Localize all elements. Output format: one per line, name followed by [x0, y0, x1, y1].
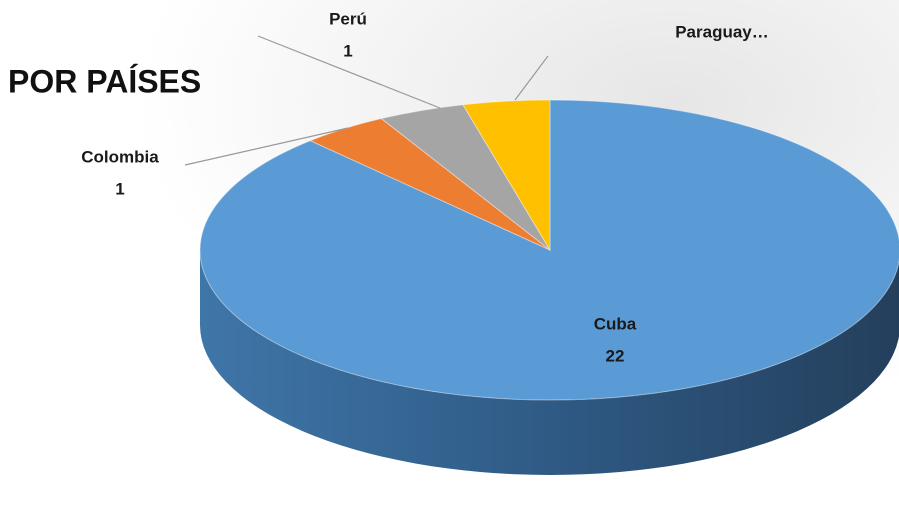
data-label-value: 1: [115, 179, 124, 198]
leader-line: [184, 127, 349, 166]
pie-slice: [199, 99, 899, 401]
data-label-name: Paraguay…: [675, 22, 769, 41]
data-label-value: 22: [606, 346, 625, 365]
leader-line: [257, 35, 441, 109]
pie-slice: [462, 99, 551, 252]
pie-side: [200, 250, 899, 475]
data-label-name: Colombia: [81, 147, 159, 166]
chart-title: POR PAÍSES: [8, 63, 201, 99]
data-label-value: 1: [343, 41, 352, 60]
data-label-name: Perú: [329, 9, 367, 28]
pie-slice: [380, 104, 551, 251]
data-label-name: Cuba: [594, 314, 637, 333]
leader-line: [514, 55, 549, 101]
